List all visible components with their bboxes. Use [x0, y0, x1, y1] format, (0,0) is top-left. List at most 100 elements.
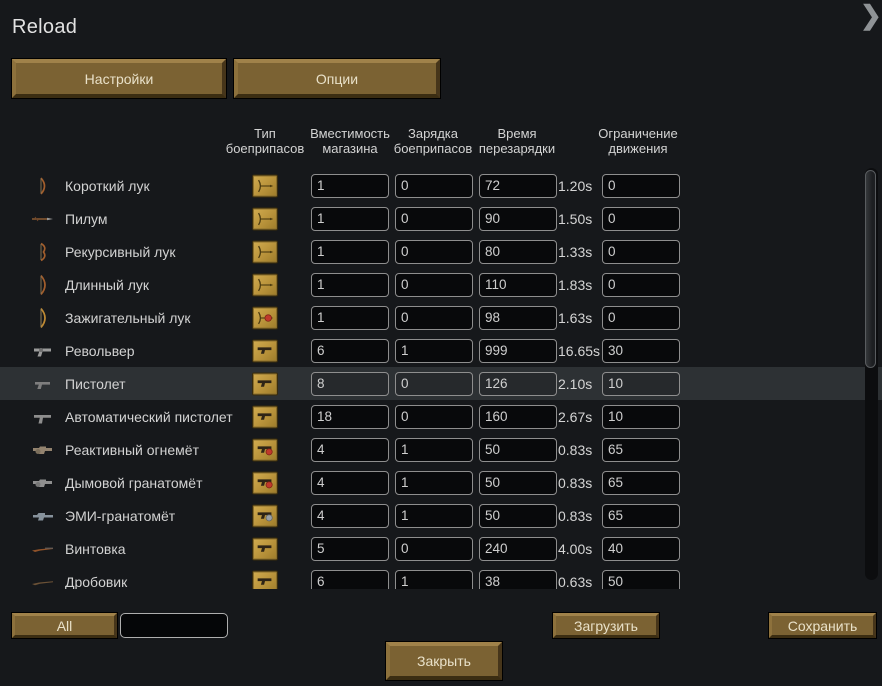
collapse-chevron-icon[interactable]: ❯: [860, 0, 882, 30]
ammo-type-button[interactable]: [252, 174, 278, 197]
magazine-capacity-input[interactable]: [311, 470, 389, 495]
movement-limit-input[interactable]: [602, 470, 680, 495]
ammo-type-button[interactable]: [252, 372, 278, 395]
movement-limit-input[interactable]: [602, 239, 680, 264]
ammo-loading-input[interactable]: [395, 338, 473, 363]
ammo-loading-input[interactable]: [395, 173, 473, 198]
movement-limit-input[interactable]: [602, 338, 680, 363]
reload-ticks-input[interactable]: [479, 569, 557, 589]
ammo-type-button[interactable]: [252, 537, 278, 560]
reload-ticks-input[interactable]: [479, 338, 557, 363]
weapon-name: Рекурсивный лук: [65, 243, 176, 260]
reload-ticks-input[interactable]: [479, 371, 557, 396]
long-bow-icon: [30, 272, 58, 298]
weapon-name: Короткий лук: [65, 177, 150, 194]
ammo-loading-input[interactable]: [395, 272, 473, 297]
movement-limit-input[interactable]: [602, 536, 680, 561]
tab-options[interactable]: Опции: [234, 59, 440, 98]
magazine-capacity-input[interactable]: [311, 305, 389, 330]
reload-ticks-input[interactable]: [479, 272, 557, 297]
revolver-icon: [30, 338, 58, 364]
ammo-loading-input[interactable]: [395, 305, 473, 330]
movement-limit-input[interactable]: [602, 206, 680, 231]
weapon-row: Пилум 1.50s: [0, 202, 882, 235]
reload-ticks-input[interactable]: [479, 206, 557, 231]
ammo-loading-input[interactable]: [395, 503, 473, 528]
ammo-type-button[interactable]: [252, 570, 278, 589]
weapon-row: Зажигательный лук 1.63s: [0, 301, 882, 334]
movement-limit-input[interactable]: [602, 437, 680, 462]
magazine-capacity-input[interactable]: [311, 206, 389, 231]
ammo-loading-input[interactable]: [395, 371, 473, 396]
ammo-type-button[interactable]: [252, 207, 278, 230]
column-header-ammo-type: Тип боеприпасов: [225, 125, 305, 156]
reload-ticks-input[interactable]: [479, 239, 557, 264]
magazine-capacity-input[interactable]: [311, 503, 389, 528]
weapon-row: Винтовка 4.00s: [0, 532, 882, 565]
movement-limit-input[interactable]: [602, 173, 680, 198]
ammo-type-button[interactable]: [252, 306, 278, 329]
tab-settings[interactable]: Настройки: [12, 59, 226, 98]
scrollbar-track[interactable]: [865, 168, 878, 580]
save-button[interactable]: Сохранить: [769, 613, 876, 638]
reload-ticks-input[interactable]: [479, 470, 557, 495]
weapon-row: Рекурсивный лук 1.33s: [0, 235, 882, 268]
ammo-type-button[interactable]: [252, 240, 278, 263]
reload-ticks-input[interactable]: [479, 404, 557, 429]
magazine-capacity-input[interactable]: [311, 536, 389, 561]
ammo-type-button[interactable]: [252, 339, 278, 362]
weapon-name: ЭМИ-гранатомёт: [65, 507, 176, 524]
weapon-name: Дробовик: [65, 573, 128, 590]
magazine-capacity-input[interactable]: [311, 371, 389, 396]
movement-limit-input[interactable]: [602, 503, 680, 528]
ammo-type-button[interactable]: [252, 504, 278, 527]
load-button[interactable]: Загрузить: [553, 613, 659, 638]
magazine-capacity-input[interactable]: [311, 404, 389, 429]
magazine-capacity-input[interactable]: [311, 272, 389, 297]
magazine-capacity-input[interactable]: [311, 338, 389, 363]
movement-limit-input[interactable]: [602, 305, 680, 330]
recurve-bow-icon: [30, 239, 58, 265]
scrollbar-thumb[interactable]: [865, 170, 876, 368]
reload-ticks-input[interactable]: [479, 305, 557, 330]
reload-seconds-label: 16.65s: [558, 342, 601, 359]
magazine-capacity-input[interactable]: [311, 173, 389, 198]
ammo-loading-input[interactable]: [395, 437, 473, 462]
all-button[interactable]: All: [12, 613, 117, 638]
ammo-loading-input[interactable]: [395, 470, 473, 495]
ammo-type-button[interactable]: [252, 471, 278, 494]
movement-limit-input[interactable]: [602, 371, 680, 396]
ammo-loading-input[interactable]: [395, 206, 473, 231]
magazine-capacity-input[interactable]: [311, 569, 389, 589]
reload-seconds-label: 2.67s: [558, 408, 593, 425]
reload-ticks-input[interactable]: [479, 536, 557, 561]
weapon-row: Автоматический пистолет 2.67s: [0, 400, 882, 433]
reload-ticks-input[interactable]: [479, 503, 557, 528]
flame-launcher-icon: [30, 437, 58, 463]
magazine-capacity-input[interactable]: [311, 239, 389, 264]
ammo-loading-input[interactable]: [395, 536, 473, 561]
ammo-loading-input[interactable]: [395, 404, 473, 429]
ammo-type-button[interactable]: [252, 405, 278, 428]
ammo-type-button[interactable]: [252, 438, 278, 461]
ammo-loading-input[interactable]: [395, 239, 473, 264]
filter-input[interactable]: [120, 613, 228, 638]
movement-limit-input[interactable]: [602, 272, 680, 297]
reload-seconds-label: 1.83s: [558, 276, 593, 293]
weapon-row: Реактивный огнемёт 0.83s: [0, 433, 882, 466]
autopistol-icon: [30, 404, 58, 430]
ammo-loading-input[interactable]: [395, 569, 473, 589]
weapon-row: Пистолет 2.10s: [0, 367, 882, 400]
ammo-type-button[interactable]: [252, 273, 278, 296]
magazine-capacity-input[interactable]: [311, 437, 389, 462]
weapon-name: Зажигательный лук: [65, 309, 191, 326]
reload-ticks-input[interactable]: [479, 437, 557, 462]
reload-ticks-input[interactable]: [479, 173, 557, 198]
movement-limit-input[interactable]: [602, 569, 680, 589]
movement-limit-input[interactable]: [602, 404, 680, 429]
weapon-name: Винтовка: [65, 540, 126, 557]
reload-seconds-label: 0.63s: [558, 573, 593, 590]
reload-seconds-label: 0.83s: [558, 441, 593, 458]
close-button[interactable]: Закрыть: [386, 642, 502, 680]
rifle-icon: [30, 536, 58, 562]
